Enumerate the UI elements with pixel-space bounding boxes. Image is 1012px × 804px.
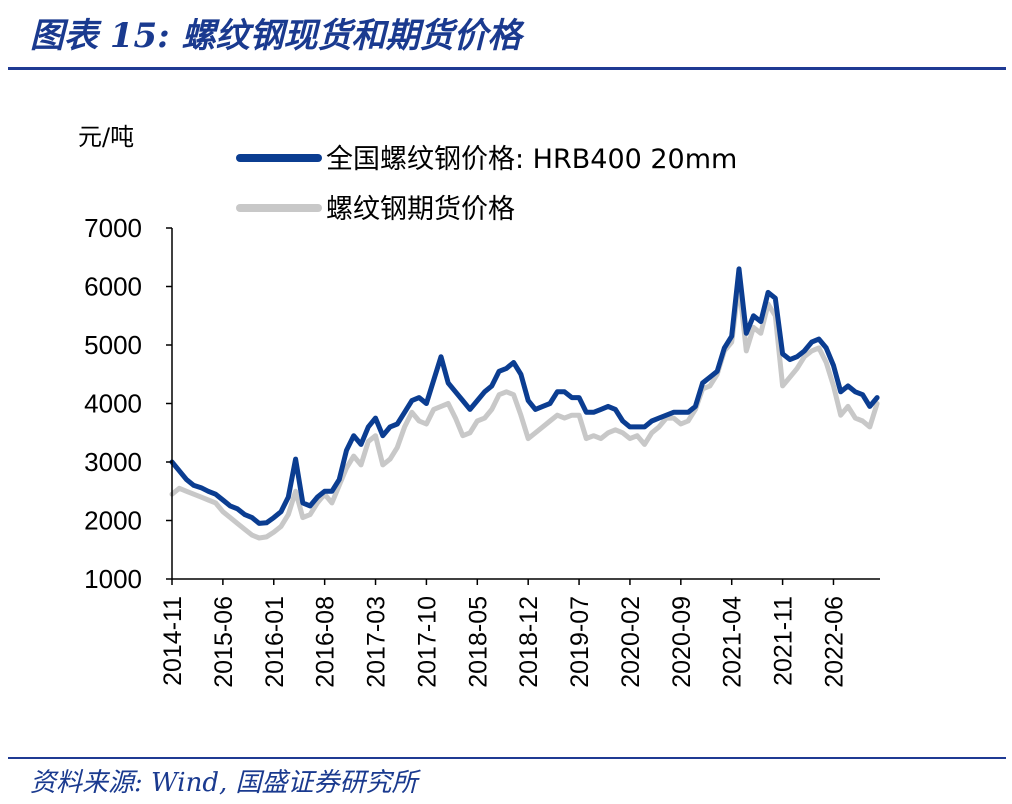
- x-tick-label: 2018-05: [464, 596, 492, 688]
- y-tick-label: 4000: [84, 389, 142, 419]
- x-tick-label: 2021-11: [770, 596, 798, 686]
- y-tick-label: 6000: [84, 272, 142, 302]
- axes: 1000 2000 3000 4000 5000 6000 7000 2014-11 2015-…: [84, 213, 880, 688]
- source-divider: [8, 757, 1006, 759]
- y-tick-label: 3000: [84, 447, 142, 477]
- legend-item-spot: 全国螺纹钢价格: HRB400 20mm: [326, 144, 737, 175]
- x-tick-label: 2017-03: [363, 596, 391, 688]
- y-tick-label: 1000: [84, 564, 142, 594]
- y-tick-label: 5000: [84, 330, 142, 360]
- x-tick-label: 2019-07: [566, 596, 594, 688]
- x-tick-label: 2018-12: [515, 596, 543, 688]
- title-divider: [8, 67, 1006, 70]
- figure-title: 图表 15: 螺纹钢现货和期货价格: [30, 16, 522, 56]
- x-tick-label: 2017-10: [413, 596, 441, 688]
- y-tick-label: 7000: [84, 213, 142, 243]
- futures-price-line: [169, 281, 880, 541]
- y-axis-unit: 元/吨: [78, 123, 134, 151]
- steel-price-chart: 元/吨 全国螺纹钢价格: HRB400 20mm 螺纹钢期货价格 1000 2000…: [78, 123, 880, 688]
- y-tick-label: 2000: [84, 506, 142, 536]
- legend-item-futures: 螺纹钢期货价格: [326, 194, 515, 225]
- series-layer: [169, 266, 880, 541]
- x-tick-label: 2020-02: [617, 596, 645, 688]
- x-tick-label: 2015-06: [210, 596, 238, 688]
- x-tick-label: 2022-06: [820, 596, 848, 688]
- x-tick-label: 2016-01: [261, 596, 289, 688]
- source-note: 资料来源: Wind, 国盛证券研究所: [30, 768, 418, 798]
- spot-price-line: [169, 266, 880, 526]
- legend: 全国螺纹钢价格: HRB400 20mm 螺纹钢期货价格: [236, 144, 737, 225]
- x-tick-label: 2016-08: [312, 596, 340, 688]
- x-tick-label: 2020-09: [668, 596, 696, 688]
- x-tick-label: 2021-04: [719, 596, 747, 688]
- x-tick-label: 2014-11: [159, 596, 187, 686]
